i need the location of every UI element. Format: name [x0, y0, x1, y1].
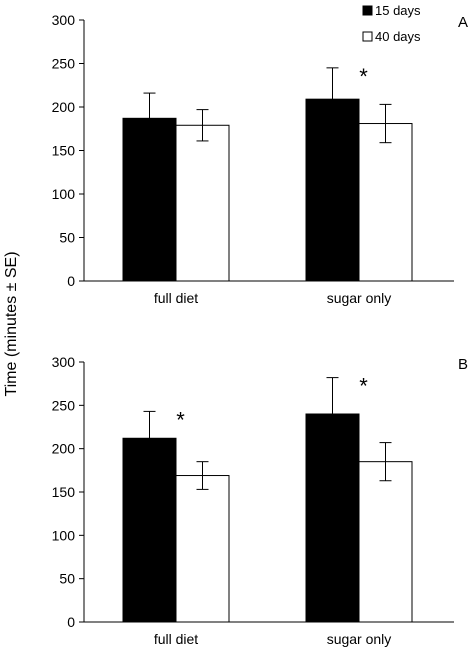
bar-40-days-full-diet [175, 124, 230, 282]
panel-a: A 0 50 100 150 200 250 300 full diet sugar only * [52, 12, 468, 306]
significance-asterisk: * [176, 407, 185, 432]
legend-label-40-days: 40 days [375, 29, 421, 44]
legend: 15 days 40 days [362, 3, 421, 44]
x-tick-label: full diet [154, 290, 198, 306]
bar-40-days-sugar-only [358, 123, 413, 282]
y-tick-label: 250 [52, 397, 76, 413]
legend-swatch-40-days [362, 31, 373, 42]
y-tick-label: 100 [52, 527, 76, 543]
bar-40-days-sugar-only [358, 461, 413, 623]
y-tick-label: 200 [52, 441, 76, 457]
y-tick-label: 50 [59, 230, 75, 246]
y-tick-label: 300 [52, 354, 76, 370]
legend-swatch-15-days [362, 5, 373, 16]
panel-label: B [458, 356, 468, 373]
significance-asterisk: * [359, 374, 368, 399]
y-tick-label: 300 [52, 12, 76, 28]
y-tick-label: 0 [67, 273, 75, 289]
y-axis-label: Time (minutes ± SE) [3, 251, 20, 396]
y-tick-label: 150 [52, 143, 76, 159]
x-tick-label: full diet [154, 631, 198, 647]
legend-label-15-days: 15 days [375, 3, 421, 18]
y-tick-label: 50 [59, 571, 75, 587]
y-tick-label: 100 [52, 186, 76, 202]
x-tick-label: sugar only [327, 290, 392, 306]
y-tick-label: 200 [52, 99, 76, 115]
panel-b: B 0 50 100 150 200 250 300 full diet sugar only * * [52, 354, 468, 647]
x-tick-label: sugar only [327, 631, 392, 647]
panel-label: A [458, 14, 468, 31]
significance-asterisk: * [359, 64, 368, 89]
bar-15-days-full-diet [122, 437, 177, 623]
y-tick-label: 0 [67, 614, 75, 630]
y-tick-label: 250 [52, 56, 76, 72]
y-tick-label: 150 [52, 484, 76, 500]
bar-40-days-full-diet [175, 475, 230, 623]
